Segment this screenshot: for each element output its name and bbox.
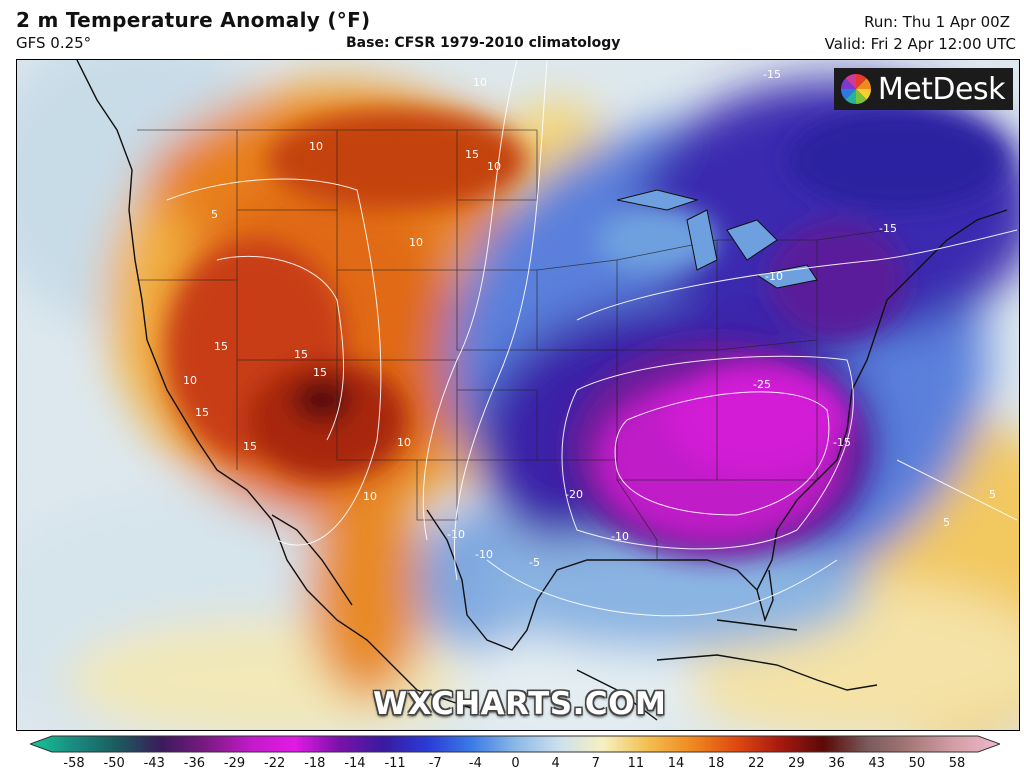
legend-tick-label: 7 (591, 756, 600, 771)
contour-label: -5 (529, 556, 540, 569)
contour-label: 5 (211, 208, 218, 221)
run-time-label: Run: Thu 1 Apr 00Z (864, 13, 1010, 31)
coastlines (76, 60, 1008, 721)
contour-label: 10 (363, 490, 377, 503)
legend-tick-label: -29 (223, 756, 246, 771)
contour-label: -10 (611, 530, 629, 543)
legend-tick-label: 50 (908, 756, 926, 771)
contour-label: 15 (465, 148, 479, 161)
anomaly-map-canvas: -15 -15 -10 -25 -15 -20 -10 -10 -10 -5 5… (17, 60, 1019, 730)
color-legend-bar (30, 735, 1000, 753)
legend-tick-label: -11 (384, 756, 406, 771)
contour-label: 15 (214, 340, 228, 353)
contour-label: 10 (309, 140, 323, 153)
contour-label: 15 (294, 348, 308, 361)
legend-tick-label: 36 (828, 756, 845, 771)
legend-shape (30, 735, 1000, 753)
valid-time-label: Valid: Fri 2 Apr 12:00 UTC (824, 35, 1016, 53)
anomaly-map[interactable]: -15 -15 -10 -25 -15 -20 -10 -10 -10 -5 5… (16, 59, 1020, 731)
legend-tick-label: -14 (344, 756, 366, 771)
state-borders (137, 129, 888, 560)
legend-tick-label: -43 (143, 756, 165, 771)
contour-label: 15 (313, 366, 327, 379)
contour-label: -20 (565, 488, 583, 501)
legend-tick-label: 58 (948, 756, 966, 771)
contour-label: -15 (833, 436, 851, 449)
climatology-base-label: Base: CFSR 1979-2010 climatology (346, 35, 621, 51)
legend-tick-label: -18 (304, 756, 326, 771)
contour-label: -10 (447, 528, 465, 541)
legend-tick-label: 14 (667, 756, 685, 771)
model-label: GFS 0.25° (16, 34, 92, 52)
legend-tick-label: 29 (788, 756, 805, 771)
great-lakes (616, 189, 818, 289)
contour-label: 10 (487, 160, 501, 173)
logo-text: MetDesk (877, 71, 1006, 107)
legend-ticks: -58 -50 -43 -36 -29 -22 -18 -14 -11 -7 -4 0 4 7 11 14 18… (0, 756, 1024, 778)
legend-tick-label: -4 (468, 756, 482, 771)
legend-tick-label: 18 (707, 756, 725, 771)
contour-label: 10 (409, 236, 423, 249)
contour-lines (166, 60, 1018, 617)
legend-tick-label: 4 (551, 756, 560, 771)
contour-label: 15 (243, 440, 257, 453)
watermark: WXCHARTS.COM (373, 686, 667, 722)
legend-tick-label: 11 (627, 756, 645, 771)
contour-label: 15 (195, 406, 209, 419)
anomaly-field (17, 60, 1019, 730)
legend-tick-label: 0 (511, 756, 520, 771)
contour-label: 10 (183, 374, 197, 387)
pinwheel-icon (840, 74, 871, 104)
contour-label: -10 (475, 548, 493, 561)
contour-label: -25 (753, 378, 771, 391)
contour-label-group: -15 -15 -10 -25 -15 -20 -10 -10 -10 -5 5… (183, 68, 996, 569)
contour-label: 10 (397, 436, 411, 449)
legend-tick-label: -7 (428, 756, 442, 771)
legend-tick-label: -50 (103, 756, 125, 771)
legend-tick-label: -22 (264, 756, 286, 771)
map-title: 2 m Temperature Anomaly (°F) (16, 8, 371, 32)
contour-label: 5 (989, 488, 996, 501)
contour-label: -10 (765, 270, 783, 283)
metdesk-logo: MetDesk (833, 68, 1013, 110)
contour-label: -15 (879, 222, 897, 235)
legend-tick-label: 43 (868, 756, 885, 771)
contour-label: -15 (763, 68, 781, 81)
legend-tick-label: -58 (63, 756, 85, 771)
legend-tick-label: 22 (748, 756, 765, 771)
contour-label: 5 (943, 516, 950, 529)
legend-tick-label: -36 (183, 756, 206, 771)
contour-label: 10 (473, 76, 487, 89)
